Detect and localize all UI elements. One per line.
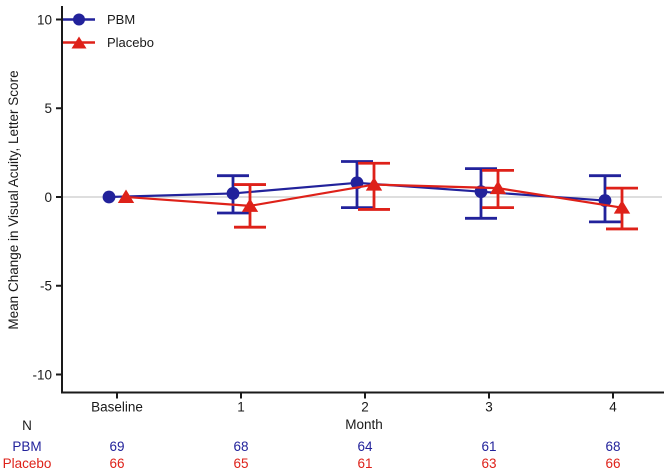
n-value: 61 [481,439,497,454]
n-table-row-pbm: PBM 69 68 64 61 68 [0,439,669,455]
n-table-row-label: Placebo [2,456,52,471]
data-point-triangle [117,189,135,203]
y-tick-label: -5 [40,279,52,294]
n-value: 68 [605,439,621,454]
x-axis-ticks: Baseline 1 2 3 4 [91,392,617,415]
legend-item-pbm: PBM [62,12,154,27]
x-tick-label: 1 [237,400,245,415]
x-tick-label: 4 [609,400,617,415]
n-table-header-label: N [22,418,32,433]
pbm-line-circle-marker-icon [63,13,95,26]
data-point-circle [102,190,116,204]
n-value: 68 [233,439,249,454]
legend-label-placebo: Placebo [107,35,154,50]
y-tick-label: 0 [44,190,52,205]
x-axis-title: Month [345,417,383,432]
data-point-triangle [241,198,259,212]
legend: PBM Placebo [62,12,154,50]
n-value: 65 [233,456,249,471]
y-tick-label: -10 [32,367,52,382]
n-value: 63 [481,456,497,471]
y-tick-label: 5 [44,101,52,116]
n-value: 64 [357,439,373,454]
data-point-circle [226,187,240,200]
n-table-row-label: PBM [12,439,42,454]
data-point-triangle [489,180,507,195]
n-table-header-row: N [0,418,669,434]
placebo-line-triangle-marker-icon [63,36,95,49]
y-axis-ticks: 10 5 0 -5 -10 [32,12,62,382]
legend-item-placebo: Placebo [62,35,154,50]
n-value: 69 [109,439,125,454]
x-tick-label: Baseline [91,400,143,415]
n-value: 61 [357,456,373,471]
n-value: 66 [605,456,621,471]
n-value: 66 [109,456,125,471]
data-point-triangle [365,177,383,191]
n-table-row-placebo: Placebo 66 65 61 63 66 [0,456,669,472]
legend-label-pbm: PBM [107,12,136,27]
x-tick-label: 2 [361,400,369,415]
series-placebo [117,161,638,231]
series-pbm [102,160,621,224]
y-tick-label: 10 [37,12,52,27]
data-point-triangle [613,200,631,214]
y-axis-title: Mean Change in Visual Acuity, Letter Sco… [6,70,21,330]
x-tick-label: 3 [485,400,493,415]
